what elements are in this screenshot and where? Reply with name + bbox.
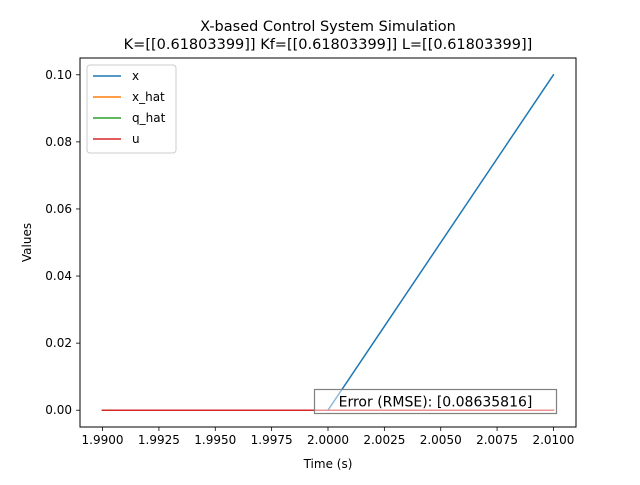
y-axis-ticks: 0.00 0.02 0.04 0.06 0.08 0.10 bbox=[45, 68, 80, 417]
error-annotation-text: Error (RMSE): [0.08635816] bbox=[339, 395, 533, 411]
x-tick-label: 1.9975 bbox=[251, 433, 293, 447]
y-tick-label: 0.04 bbox=[45, 269, 72, 283]
x-tick-label: 2.0050 bbox=[420, 433, 462, 447]
chart-subtitle: K=[[0.61803399]] Kf=[[0.61803399]] L=[[0… bbox=[124, 37, 533, 53]
legend-label-x-hat: x_hat bbox=[132, 90, 165, 104]
x-tick-label: 1.9950 bbox=[194, 433, 236, 447]
x-tick-label: 1.9925 bbox=[138, 433, 180, 447]
y-tick-label: 0.00 bbox=[45, 403, 72, 417]
x-tick-label: 2.0075 bbox=[476, 433, 518, 447]
y-tick-label: 0.08 bbox=[45, 135, 72, 149]
legend-label-u: u bbox=[132, 132, 140, 146]
y-tick-label: 0.10 bbox=[45, 68, 72, 82]
error-annotation: Error (RMSE): [0.08635816] bbox=[313, 388, 558, 415]
x-tick-label: 2.0100 bbox=[532, 433, 574, 447]
legend-label-x: x bbox=[132, 69, 139, 83]
y-tick-label: 0.06 bbox=[45, 202, 72, 216]
chart-title: X-based Control System Simulation bbox=[200, 19, 456, 35]
x-tick-label: 1.9900 bbox=[82, 433, 124, 447]
error-annotation-box bbox=[313, 388, 558, 415]
y-tick-label: 0.02 bbox=[45, 336, 72, 350]
x-axis-label: Time (s) bbox=[303, 457, 353, 471]
x-axis-ticks: 1.9900 1.9925 1.9950 1.9975 2.0000 2.0025 2.00… bbox=[82, 427, 574, 447]
y-axis-label: Values bbox=[20, 223, 34, 262]
legend-box bbox=[86, 64, 177, 154]
legend-label-q-hat: q_hat bbox=[132, 111, 166, 125]
x-tick-label: 2.0025 bbox=[363, 433, 405, 447]
x-tick-label: 2.0000 bbox=[307, 433, 349, 447]
